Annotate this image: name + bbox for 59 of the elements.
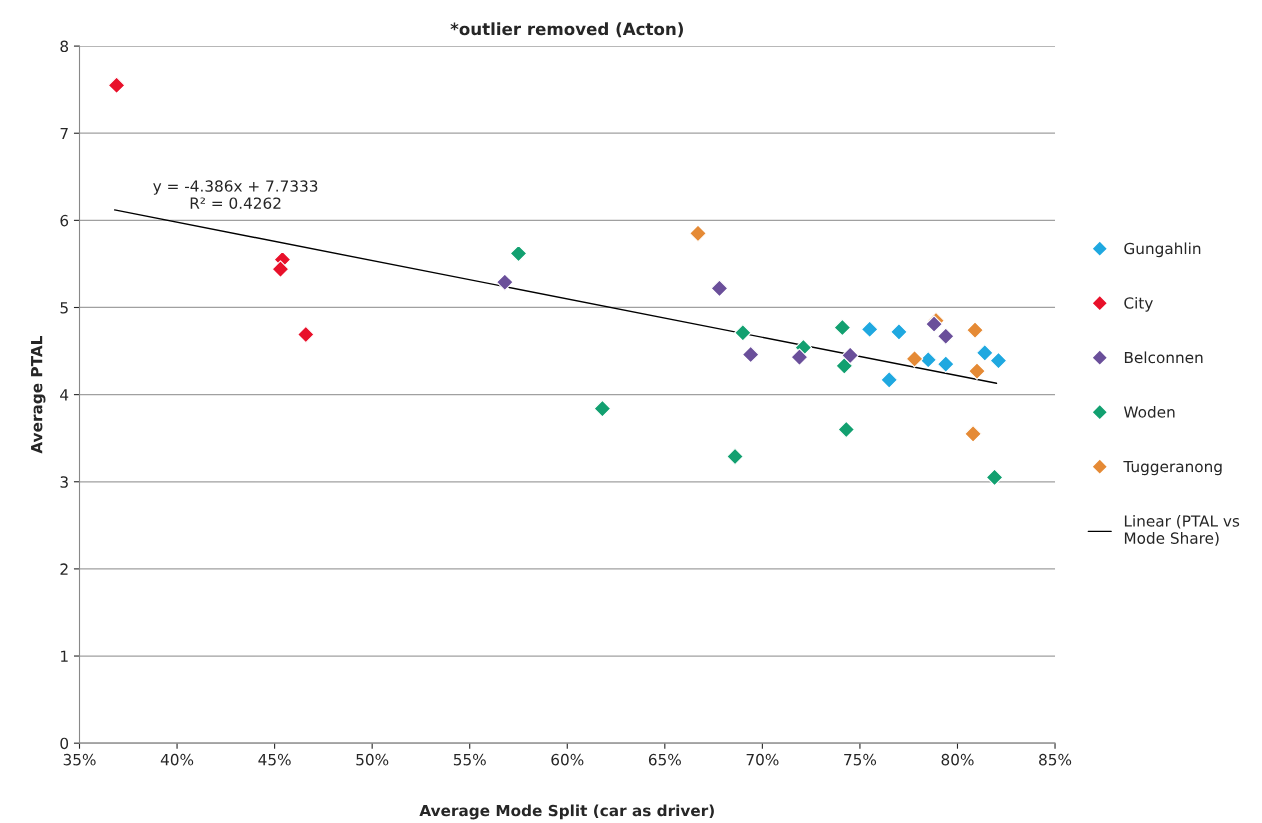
x-tick-label: 55% [453, 753, 486, 766]
point [734, 323, 752, 342]
x-tick-label: 70% [746, 753, 779, 766]
legend-label: City [1124, 296, 1153, 312]
x-tick-label: 50% [356, 753, 389, 766]
point [989, 351, 1008, 370]
x-axis-title: Average Mode Split (car as driver) [419, 804, 714, 820]
x-tick-label: 35% [63, 753, 96, 766]
y-tick-label: 8 [60, 40, 69, 53]
chart-title: *outlier removed (Acton) [450, 22, 683, 38]
legend-label: Gungahlin [1124, 242, 1201, 258]
point [741, 345, 760, 364]
point [880, 371, 898, 389]
point [976, 344, 994, 362]
point [833, 318, 852, 337]
annotation: y = -4.386x + 7.7333 R² = 0.4262 [153, 180, 318, 209]
point [966, 321, 984, 339]
point [790, 348, 809, 366]
y-tick-label: 4 [60, 389, 69, 401]
legend-label: Linear (PTAL vs Mode Share) [1124, 514, 1240, 546]
point [964, 425, 982, 443]
point [726, 447, 744, 466]
point [985, 468, 1004, 487]
x-tick-label: 45% [258, 753, 291, 766]
legend-label: Belconnen [1124, 351, 1203, 364]
x-tick-label: 65% [648, 753, 681, 766]
y-tick-label: 3 [60, 476, 68, 488]
legend-label: Tuggeranong [1123, 460, 1222, 476]
point [593, 399, 612, 418]
point [496, 273, 514, 291]
point [890, 323, 908, 341]
y-tick-label: 7 [60, 127, 68, 140]
point [297, 325, 315, 344]
point [937, 355, 955, 373]
y-tick-label: 2 [60, 563, 68, 575]
point [841, 346, 859, 365]
point [835, 357, 854, 375]
x-tick-label: 75% [844, 753, 877, 766]
x-tick-label: 80% [941, 753, 974, 766]
x-tick-label: 60% [551, 753, 584, 766]
point [710, 279, 729, 298]
point [689, 224, 707, 243]
point [860, 320, 879, 339]
y-tick-label: 5 [60, 302, 68, 314]
point [107, 76, 126, 95]
legend-label: Woden [1123, 405, 1175, 418]
point [925, 315, 943, 333]
point [837, 420, 856, 439]
point [968, 362, 986, 380]
point [937, 327, 955, 346]
point [905, 350, 924, 368]
x-tick-label: 85% [1039, 753, 1072, 766]
y-tick-label: 6 [60, 214, 69, 227]
x-tick-label: 40% [160, 753, 194, 766]
point [919, 351, 937, 369]
y-axis-title: Average PTAL [31, 336, 46, 454]
y-tick-label: 1 [61, 650, 68, 662]
y-tick-label: 0 [60, 737, 69, 750]
point [271, 260, 290, 278]
